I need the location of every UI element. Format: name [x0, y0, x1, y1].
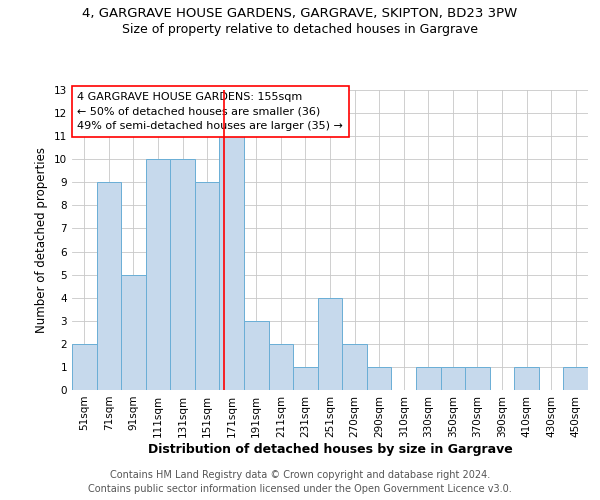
Bar [465, 367, 490, 390]
Bar [514, 367, 539, 390]
Bar [170, 159, 195, 390]
Y-axis label: Number of detached properties: Number of detached properties [35, 147, 49, 333]
Text: 4, GARGRAVE HOUSE GARDENS, GARGRAVE, SKIPTON, BD23 3PW: 4, GARGRAVE HOUSE GARDENS, GARGRAVE, SKI… [82, 8, 518, 20]
Bar [318, 298, 342, 390]
Text: 4 GARGRAVE HOUSE GARDENS: 155sqm
← 50% of detached houses are smaller (36)
49% o: 4 GARGRAVE HOUSE GARDENS: 155sqm ← 50% o… [77, 92, 343, 131]
Bar [416, 367, 440, 390]
Bar [367, 367, 391, 390]
Bar [293, 367, 318, 390]
Bar [146, 159, 170, 390]
Bar [244, 321, 269, 390]
Bar [121, 274, 146, 390]
Bar [440, 367, 465, 390]
Bar [72, 344, 97, 390]
Bar [97, 182, 121, 390]
Bar [269, 344, 293, 390]
Bar [563, 367, 588, 390]
Text: Contains HM Land Registry data © Crown copyright and database right 2024.
Contai: Contains HM Land Registry data © Crown c… [88, 470, 512, 494]
Text: Size of property relative to detached houses in Gargrave: Size of property relative to detached ho… [122, 22, 478, 36]
Bar [195, 182, 220, 390]
Bar [220, 136, 244, 390]
Bar [342, 344, 367, 390]
Text: Distribution of detached houses by size in Gargrave: Distribution of detached houses by size … [148, 442, 512, 456]
